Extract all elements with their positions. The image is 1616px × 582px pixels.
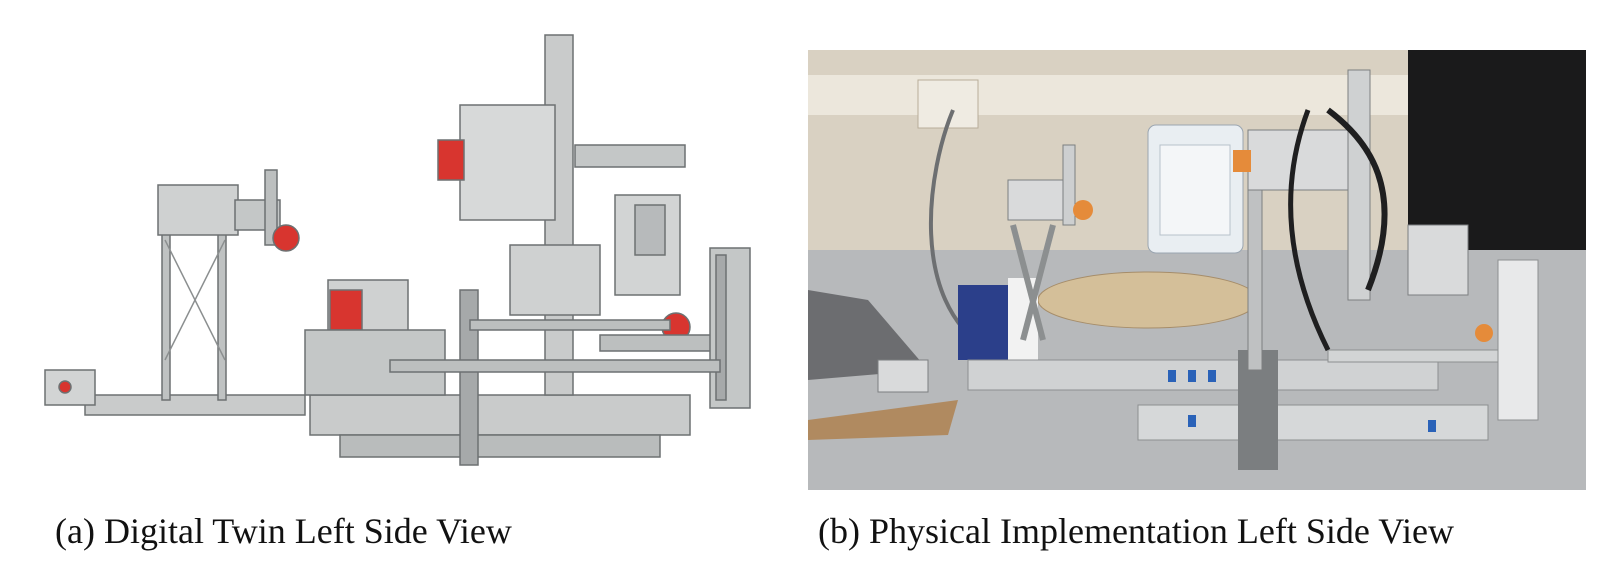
caption-digital-twin: (a) Digital Twin Left Side View [55, 511, 512, 551]
physical-implementation-panel [808, 50, 1586, 490]
caption-physical-implementation: (b) Physical Implementation Left Side Vi… [818, 511, 1455, 551]
digital-twin-image [40, 30, 780, 490]
digital-twin-panel [40, 30, 780, 490]
physical-implementation-photo [808, 50, 1586, 490]
